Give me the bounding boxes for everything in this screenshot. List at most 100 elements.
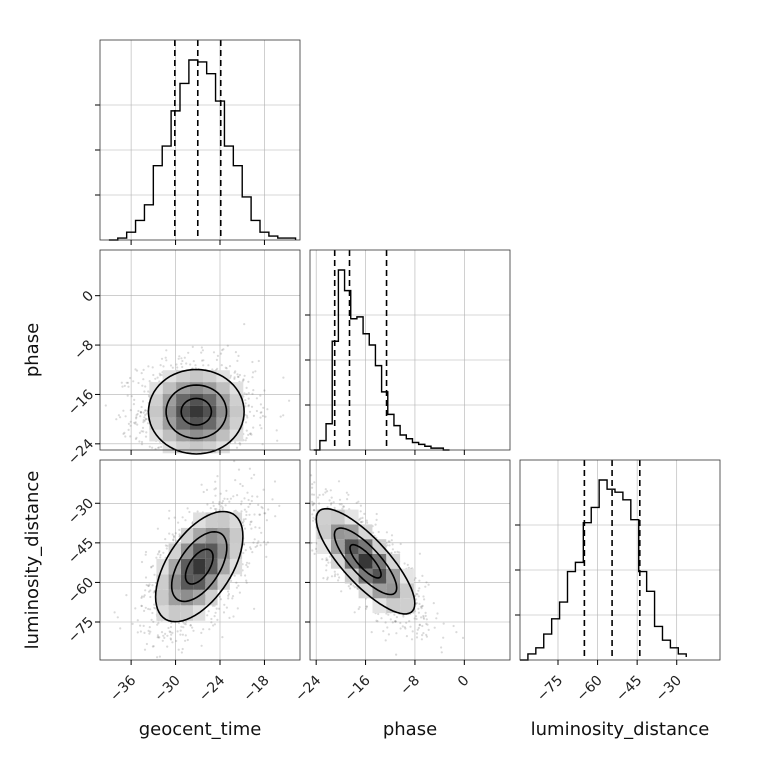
scatter-point [244,517,247,521]
scatter-point [223,603,226,606]
scatter-point [149,608,152,611]
contour-level-1 [184,548,214,585]
scatter-point [233,376,236,379]
scatter-point [210,621,213,624]
scatter-point [421,604,424,608]
density-cell [386,553,401,569]
scatter-point [234,370,237,373]
scatter-point [151,584,154,587]
x-tick-label: −60 [574,673,606,705]
scatter-point [359,517,362,520]
density-cell [229,405,244,418]
scatter-point [140,430,143,433]
density-cell [149,394,163,406]
scatter-point [347,493,350,496]
density-cell [168,574,181,590]
scatter-point [188,510,191,514]
scatter-point [250,405,254,408]
scatter-point [212,624,215,627]
scatter-point [223,497,226,500]
scatter-point [218,501,221,504]
scatter-point [409,625,412,628]
scatter-point [216,475,219,478]
scatter-point [147,390,150,393]
scatter-point [115,418,118,421]
scatter-point [313,502,316,505]
scatter-point [235,446,239,449]
scatter-point [317,496,320,499]
scatter-point [259,416,262,419]
density-cell [358,553,373,569]
scatter-point [436,612,439,615]
scatter-point [403,562,406,565]
scatter-point [250,477,253,480]
scatter-point [151,366,154,369]
scatter-point [340,590,343,593]
scatter-point [258,513,261,516]
scatter-point [440,646,443,649]
scatter-point [420,607,423,610]
scatter-point [157,551,161,554]
scatter-point [158,550,161,553]
scatter-point [144,409,147,412]
scatter-point [189,624,192,627]
scatter-point [169,637,172,640]
scatter-point [338,576,341,579]
scatter-point [425,633,428,637]
scatter-point [151,645,154,648]
scatter-point [221,508,224,511]
scatter-point [180,357,183,360]
scatter-point [337,480,341,483]
x-tick-label: −30 [152,673,184,705]
scatter-point [336,573,339,576]
scatter-point [282,414,285,417]
scatter-point [202,364,205,367]
scatter-point [258,513,262,516]
scatter-point [236,494,239,497]
density-cell [176,370,190,383]
scatter-point [356,587,359,590]
scatter-point [238,442,241,445]
scatter-point [250,527,253,530]
scatter-point [385,531,388,534]
scatter-point [156,553,159,556]
scatter-point [207,610,210,613]
scatter-point [160,445,163,448]
scatter-point [178,533,181,536]
scatter-point [145,642,148,646]
y-tick-label: −45 [65,535,97,567]
scatter-point [130,395,133,398]
scatter-point [184,519,187,522]
scatter-point [259,394,262,397]
scatter-point [210,617,213,621]
scatter-point [373,534,376,537]
scatter-point [259,424,262,427]
panel-frame [99,459,301,661]
scatter-point [148,583,151,586]
scatter-point [218,595,221,598]
scatter-point [249,432,252,435]
scatter-point [262,540,266,543]
scatter-point [158,636,161,639]
density-cell [176,405,190,418]
scatter-point [375,512,378,516]
scatter-point [189,363,192,366]
scatter-point [247,405,250,408]
scatter-point [359,510,362,513]
scatter-point [384,621,387,624]
scatter-point [421,634,424,637]
scatter-point [143,609,146,613]
scatter-point [168,509,171,512]
scatter-point [417,607,420,610]
density-cell [216,382,230,394]
scatter-point [140,595,144,598]
scatter-point [398,551,401,554]
scatter-point [313,481,316,484]
scatter-point [390,551,393,555]
scatter-point [394,620,397,623]
scatter-point [233,574,236,577]
scatter-point [191,626,194,629]
scatter-point [261,443,264,446]
scatter-point [377,612,380,616]
scatter-point [401,625,404,628]
